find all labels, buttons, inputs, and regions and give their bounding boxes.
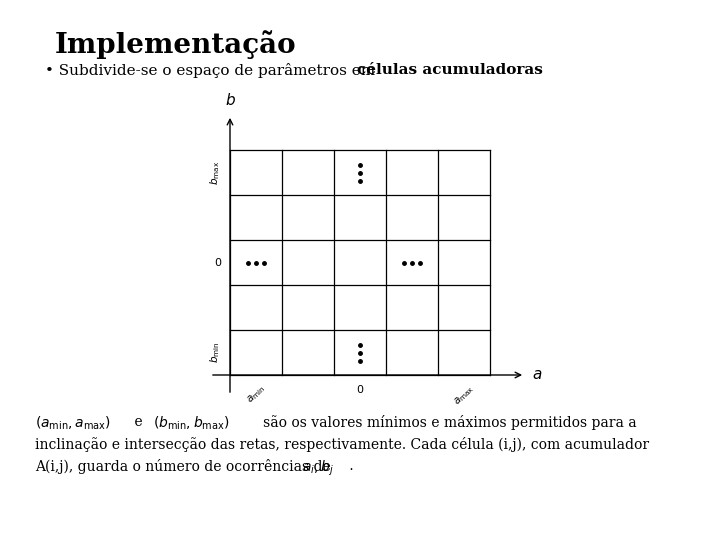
Text: $b_{\mathrm{max}}$: $b_{\mathrm{max}}$: [208, 160, 222, 185]
Text: Implementação: Implementação: [55, 30, 297, 59]
Text: $a_{\mathrm{max}}$: $a_{\mathrm{max}}$: [451, 383, 477, 408]
Text: $b$: $b$: [225, 92, 235, 108]
Text: $(a_{\mathrm{min}},a_{\mathrm{max}})$: $(a_{\mathrm{min}},a_{\mathrm{max}})$: [35, 415, 111, 433]
Text: células acumuladoras: células acumuladoras: [357, 63, 543, 77]
Text: .: .: [345, 459, 354, 473]
Text: $b_{\mathrm{min}}$: $b_{\mathrm{min}}$: [208, 342, 222, 363]
Text: $(b_{\mathrm{min}},b_{\mathrm{max}})$: $(b_{\mathrm{min}},b_{\mathrm{max}})$: [153, 415, 230, 433]
Text: $a_{\mathrm{min}}$: $a_{\mathrm{min}}$: [244, 383, 268, 407]
Text: e: e: [130, 415, 147, 429]
Text: inclinação e intersecção das retas, respectivamente. Cada célula (i,j), com acum: inclinação e intersecção das retas, resp…: [35, 437, 649, 452]
Text: $0$: $0$: [356, 383, 364, 395]
Text: são os valores mínimos e máximos permitidos para a: são os valores mínimos e máximos permiti…: [250, 415, 636, 430]
Text: $a$: $a$: [532, 368, 542, 382]
Text: A(i,j), guarda o número de ocorrências de: A(i,j), guarda o número de ocorrências d…: [35, 459, 335, 474]
Text: $0$: $0$: [214, 256, 222, 268]
Text: $a_i, b_j$: $a_i, b_j$: [302, 459, 334, 478]
Text: • Subdivide-se o espaço de parâmetros em: • Subdivide-se o espaço de parâmetros em: [45, 63, 380, 78]
